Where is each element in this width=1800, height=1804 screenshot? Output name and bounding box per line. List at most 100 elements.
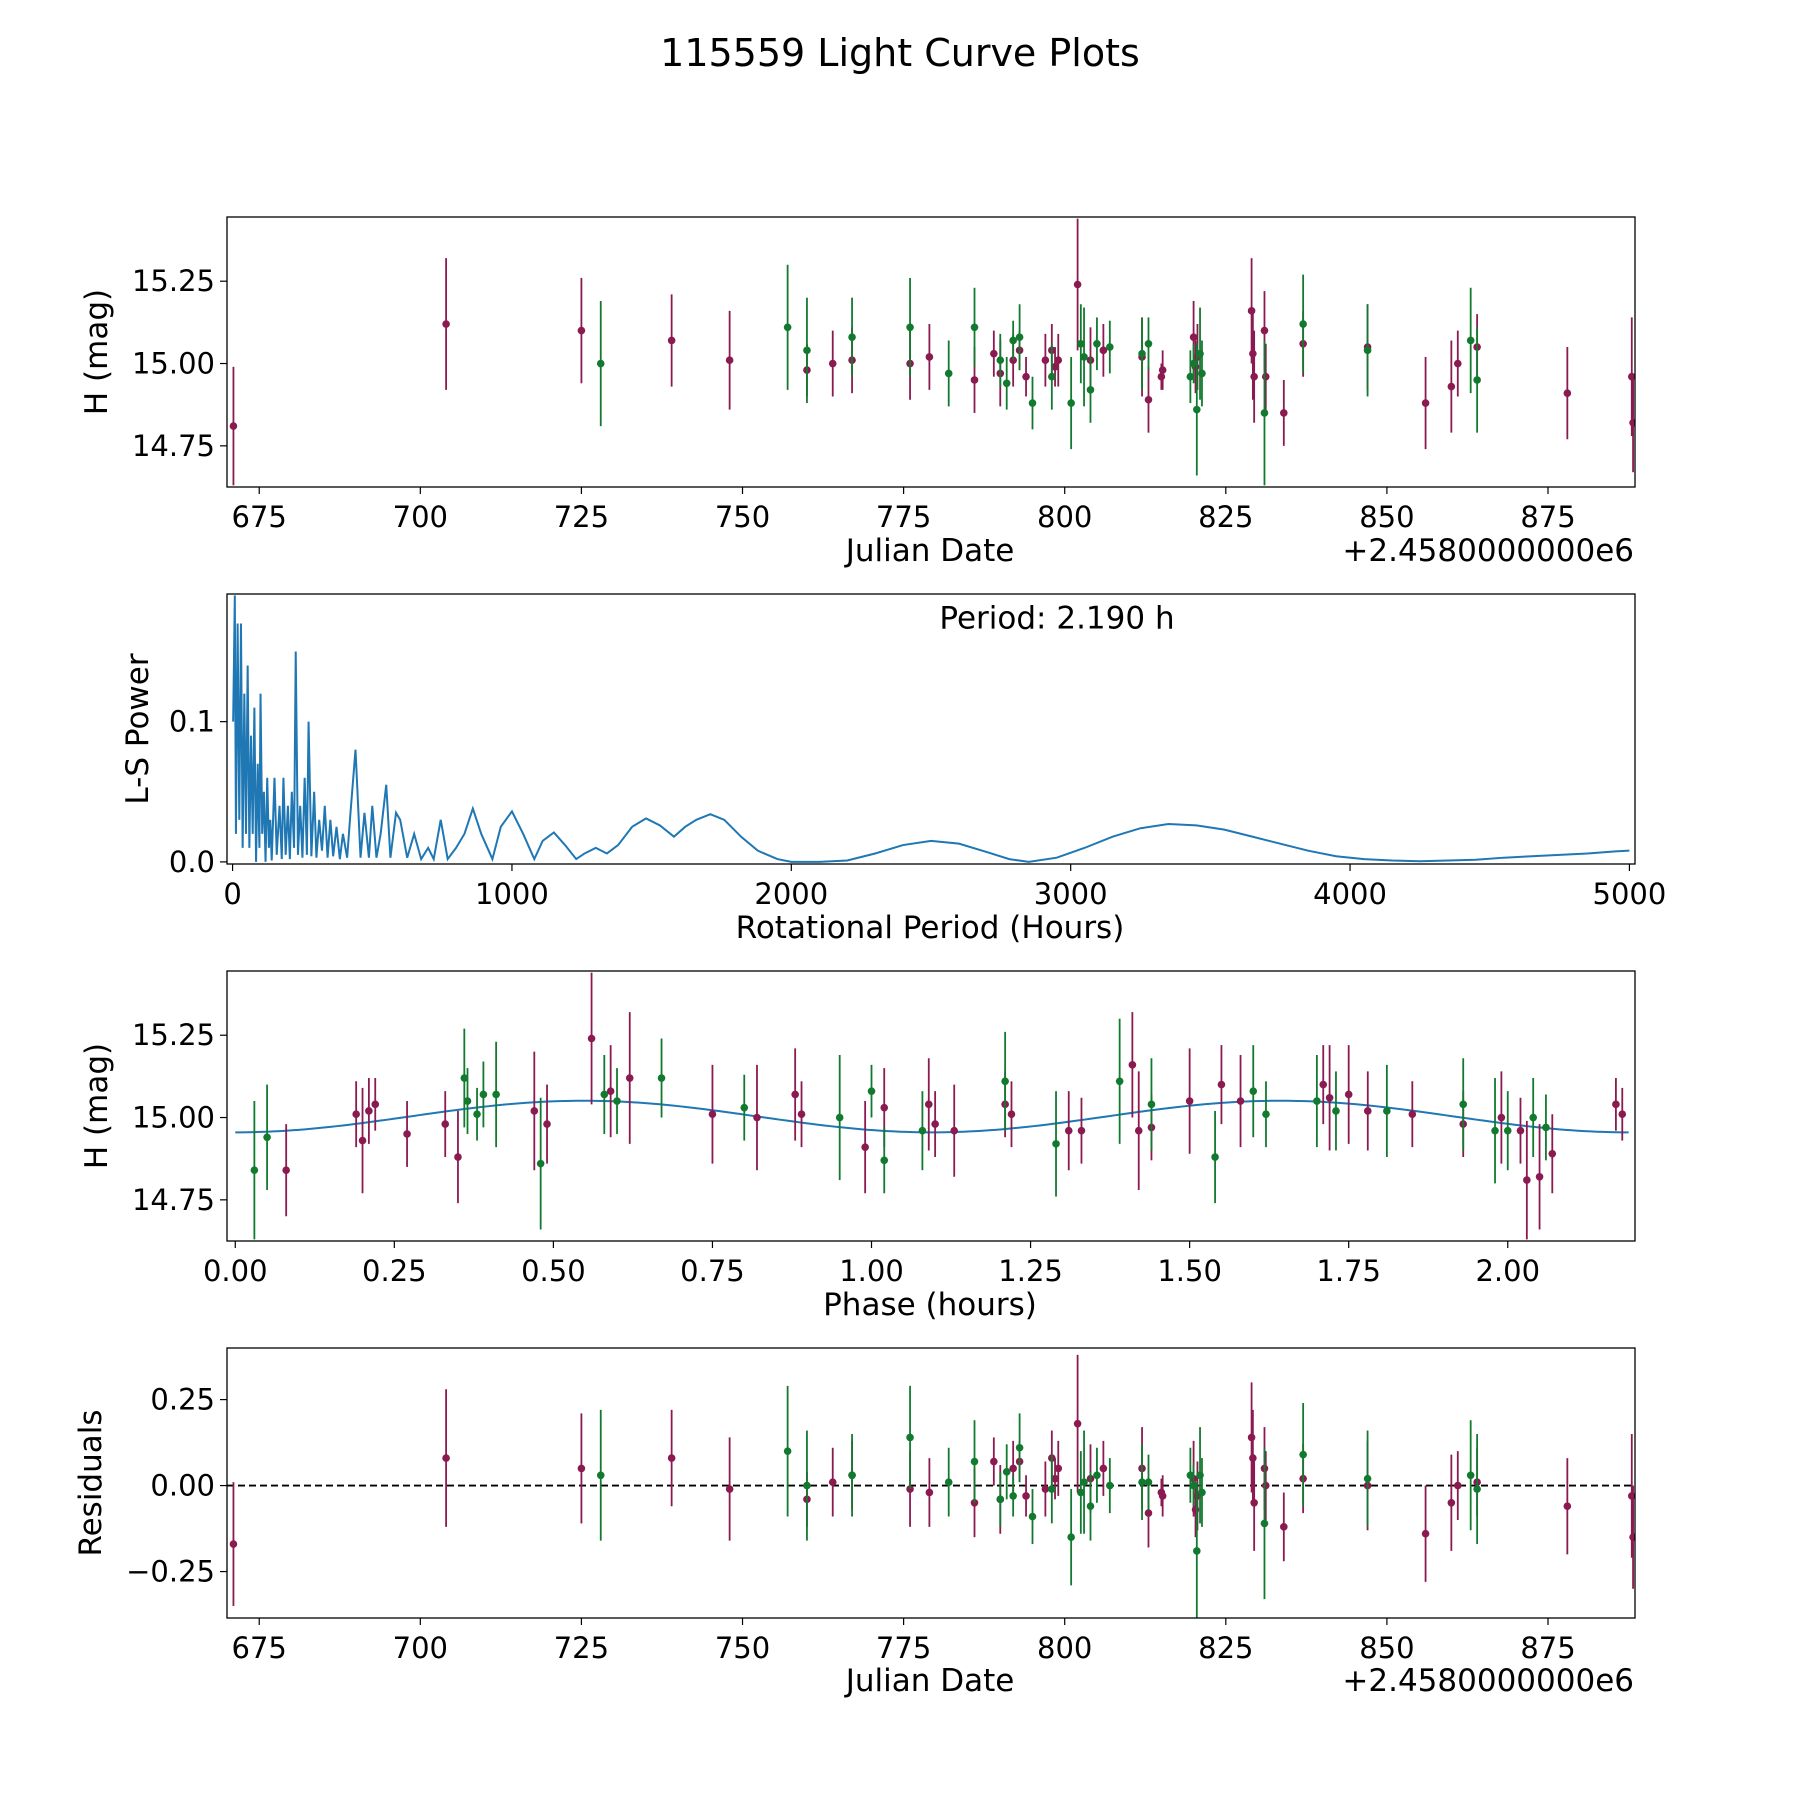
residuals-point-filter_a (1249, 1454, 1257, 1462)
residuals-xtick-label: 875 (1520, 1631, 1575, 1665)
lightcurve-ytick-label: 14.75 (132, 429, 215, 463)
residuals-point-filter_a (667, 1454, 676, 1462)
periodogram-xtick-label: 2000 (754, 877, 828, 911)
periodogram-frame (226, 593, 1636, 865)
phased-point-filter_a (1217, 1080, 1226, 1089)
lightcurve-point-filter_b (1193, 405, 1201, 414)
residuals-point-filter_a (1158, 1492, 1167, 1500)
residuals-xlabel: Julian Date (844, 1663, 1015, 1699)
residuals-point-filter_b (906, 1433, 914, 1442)
residuals-point-filter_a (1280, 1523, 1288, 1531)
phased-point-filter_a (1497, 1113, 1506, 1122)
phased-xlabel: Phase (hours) (823, 1287, 1037, 1323)
residuals-point-filter_b (1260, 1519, 1269, 1528)
residuals-point-filter_b (1077, 1488, 1085, 1497)
lightcurve-point-filter_b (1080, 353, 1088, 361)
periodogram-marks (232, 595, 1630, 863)
phased-point-filter_a (371, 1100, 380, 1109)
periodogram-xlabel: Rotational Period (Hours) (736, 910, 1125, 946)
phased-point-filter_a (791, 1090, 799, 1099)
phased-point-filter_b (1147, 1100, 1156, 1109)
periodogram-xtick-label: 4000 (1313, 877, 1387, 911)
lightcurve-point-filter_b (1144, 339, 1153, 348)
phased-point-filter_b (1332, 1107, 1340, 1115)
lightcurve-point-filter_b (944, 369, 953, 378)
lightcurve-point-filter_b (1363, 346, 1372, 355)
residuals-point-filter_a (1009, 1464, 1017, 1473)
lightcurve-xtick-label: 825 (1198, 500, 1253, 534)
phased-point-filter_a (1344, 1090, 1353, 1099)
phased-point-filter_a (931, 1120, 939, 1128)
phased-point-filter_a (352, 1110, 360, 1119)
residuals-point-filter_b (1189, 1481, 1198, 1490)
residuals-point-filter_b (1144, 1478, 1153, 1486)
phased-point-filter_b (1542, 1123, 1550, 1132)
residuals-point-filter_b (1193, 1547, 1201, 1555)
lightcurve-point-filter_a (667, 336, 676, 345)
lightcurve-point-filter_a (828, 359, 837, 368)
lightcurve-point-filter_a (1009, 356, 1017, 365)
lightcurve-point-filter_b (1473, 376, 1481, 384)
phased-point-filter_b (880, 1156, 889, 1165)
phased-xtick-label: 0.75 (680, 1254, 745, 1288)
residuals-point-filter_b (1186, 1471, 1195, 1480)
residuals-point-filter_b (1093, 1471, 1101, 1480)
residuals-point-filter_a (1051, 1474, 1059, 1483)
residuals-point-filter_a (229, 1540, 238, 1548)
phased-point-filter_a (1523, 1176, 1531, 1184)
phased-point-filter_b (1052, 1140, 1060, 1148)
phased-point-filter_b (613, 1097, 621, 1105)
phased-point-filter_a (365, 1107, 373, 1115)
residuals-point-filter_b (596, 1471, 605, 1480)
periodogram-xtick-label: 0 (223, 877, 241, 911)
residuals-point-filter_a (1041, 1485, 1050, 1493)
phased-point-filter_b (1115, 1077, 1124, 1086)
residuals-marks (227, 1354, 1635, 1618)
phased-plot-area: 0.00 0.25 0.50 0.75 1.00 1.25 1.50 1.75 2.00 14.7… (132, 972, 1629, 1288)
lightcurve-point-filter_b (1086, 386, 1095, 394)
phased-xtick-label: 1.75 (1316, 1254, 1381, 1288)
residuals-xtick-label: 725 (554, 1631, 609, 1665)
phased-point-filter_b (1313, 1097, 1321, 1105)
lightcurve-point-filter_a (1189, 333, 1198, 341)
lightcurve-point-filter_a (1629, 418, 1635, 427)
lightcurve-point-filter_a (577, 326, 586, 335)
residuals-ytick-label: −0.25 (126, 1555, 215, 1589)
lightcurve-xtick-label: 725 (554, 500, 609, 534)
lightcurve-xtick-label: 775 (876, 500, 931, 534)
phased-point-filter_a (753, 1113, 761, 1122)
phased-point-filter_a (1548, 1149, 1557, 1158)
residuals-point-filter_a (1099, 1464, 1108, 1473)
residuals-point-filter_b (1299, 1450, 1307, 1459)
lightcurve-point-filter_b (1048, 372, 1056, 381)
residuals-plot-area: 675 700 725 750 775 800 825 850 875 −0.25 0.00 0.25 (126, 1354, 1635, 1665)
phased-point-filter_a (861, 1143, 869, 1151)
phased-xtick-label: 1.25 (998, 1254, 1063, 1288)
phased-point-filter_b (1383, 1107, 1391, 1115)
phased-point-filter_a (454, 1153, 462, 1161)
lightcurve-point-filter_a (1250, 372, 1258, 381)
periodogram-xtick-label: 1000 (475, 877, 549, 911)
phased-point-filter_a (1134, 1126, 1143, 1135)
lightcurve-point-filter_b (596, 359, 605, 368)
residuals-point-filter_b (1015, 1443, 1024, 1452)
residuals-point-filter_b (996, 1495, 1005, 1504)
phased-xtick-label: 0.50 (521, 1254, 586, 1288)
lightcurve-marks (229, 218, 1635, 486)
phased-point-filter_a (1128, 1061, 1137, 1069)
residuals-frame (226, 1347, 1636, 1619)
lightcurve-point-filter_b (1466, 336, 1475, 345)
residuals-point-filter_a (1453, 1481, 1462, 1490)
lightcurve-point-filter_b (1299, 320, 1307, 328)
phased-point-filter_a (880, 1103, 889, 1112)
phased-point-filter_b (473, 1110, 481, 1119)
lightcurve-point-filter_a (1249, 349, 1257, 358)
periodogram-panel: 0 1000 2000 3000 4000 5000 0.0 0.1 Period: 2.19… (120, 593, 1666, 946)
lightcurve-point-filter_a (970, 376, 979, 384)
phased-point-filter_a (587, 1034, 596, 1043)
residuals-x-offset: +2.4580000000e6 (1342, 1663, 1634, 1699)
lightcurve-point-filter_b (1186, 372, 1195, 381)
residuals-ytick-label: 0.00 (150, 1469, 215, 1503)
phased-point-filter_a (1236, 1097, 1245, 1105)
phased-point-filter_b (1211, 1153, 1219, 1161)
